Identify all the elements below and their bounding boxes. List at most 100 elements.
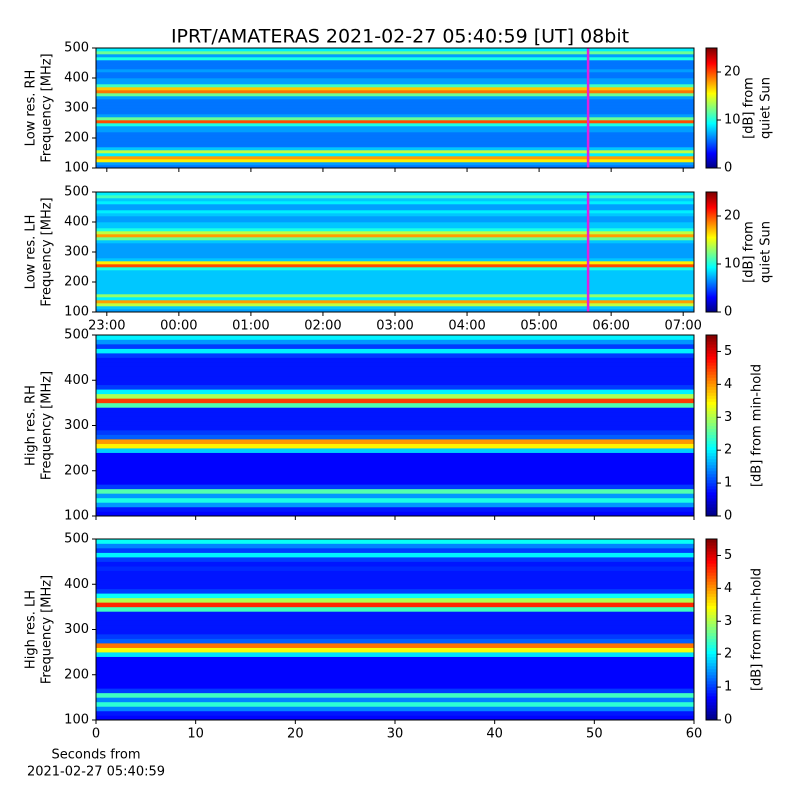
heatmap-cell bbox=[96, 204, 694, 208]
heatmap-cell bbox=[96, 470, 694, 476]
heatmap-cell bbox=[96, 629, 694, 635]
y-tick-label: 100 bbox=[64, 161, 89, 176]
heatmap-cell bbox=[96, 147, 694, 151]
colorbar-tick-label: 4 bbox=[724, 581, 732, 596]
colorbar-tick-label: 0 bbox=[724, 713, 732, 728]
colorbar-segment bbox=[706, 443, 717, 448]
heatmap-cell bbox=[96, 54, 694, 58]
heatmap-cell bbox=[96, 303, 694, 307]
colorbar-segment bbox=[706, 262, 717, 265]
colorbar-segment bbox=[706, 208, 717, 211]
colorbar-segment bbox=[706, 194, 717, 197]
colorbar-segment bbox=[706, 146, 717, 149]
colorbar-segment bbox=[706, 152, 717, 155]
colorbar-segment bbox=[706, 158, 717, 161]
colorbar-segment bbox=[706, 256, 717, 259]
heatmap-cell bbox=[96, 270, 694, 274]
colorbar-segment bbox=[706, 512, 717, 517]
heatmap-cell bbox=[96, 279, 694, 283]
colorbar-segment bbox=[706, 713, 717, 718]
colorbar-label: [dB] from bbox=[742, 77, 757, 139]
y-axis-label: Low res. LH bbox=[24, 215, 39, 290]
colorbar-segment bbox=[706, 404, 717, 408]
x-tick-label: 23:00 bbox=[88, 319, 125, 334]
heatmap-cell bbox=[96, 291, 694, 295]
colorbar-segment bbox=[706, 629, 717, 634]
heatmap-cell bbox=[96, 602, 694, 608]
heatmap-cell bbox=[96, 484, 694, 490]
colorbar-segment bbox=[706, 479, 717, 484]
heatmap-cell bbox=[96, 195, 694, 199]
colorbar-segment bbox=[706, 254, 717, 257]
colorbar-segment bbox=[706, 467, 717, 472]
colorbar-segment bbox=[706, 380, 717, 384]
y-axis-label: Frequency [MHz] bbox=[40, 53, 55, 162]
x-tick-label: 50 bbox=[586, 727, 603, 742]
heatmap-cell bbox=[96, 434, 694, 440]
y-tick-label: 400 bbox=[64, 71, 89, 86]
colorbar-segment bbox=[706, 246, 717, 249]
heatmap-cell bbox=[96, 366, 694, 372]
heatmap-cell bbox=[96, 99, 694, 103]
colorbar-segment bbox=[706, 288, 717, 291]
colorbar-segment bbox=[706, 196, 717, 199]
colorbar-segment bbox=[706, 440, 717, 445]
colorbar-label: [dB] from min-hold bbox=[750, 568, 765, 691]
colorbar-segment bbox=[706, 395, 717, 399]
heatmap-cell bbox=[96, 138, 694, 142]
colorbar-tick-label: 20 bbox=[724, 209, 741, 224]
heatmap-cell bbox=[96, 90, 694, 94]
colorbar-segment bbox=[706, 707, 717, 712]
colorbar-segment bbox=[706, 662, 717, 667]
colorbar-segment bbox=[706, 216, 717, 219]
colorbar-segment bbox=[706, 106, 717, 109]
colorbar-segment bbox=[706, 470, 717, 475]
y-tick-label: 200 bbox=[64, 667, 89, 682]
x-tick-label: 30 bbox=[387, 727, 404, 742]
heatmap-cell bbox=[96, 51, 694, 55]
colorbar-segment bbox=[706, 74, 717, 77]
colorbar-segment bbox=[706, 341, 717, 345]
y-tick-label: 200 bbox=[64, 131, 89, 146]
colorbar-segment bbox=[706, 164, 717, 167]
colorbar-tick-label: 0 bbox=[724, 509, 732, 524]
colorbar-segment bbox=[706, 202, 717, 205]
colorbar-segment bbox=[706, 80, 717, 83]
colorbar-segment bbox=[706, 350, 717, 354]
colorbar-segment bbox=[706, 563, 717, 567]
heatmap-cell bbox=[96, 384, 694, 390]
y-tick-label: 300 bbox=[64, 622, 89, 637]
colorbar-segment bbox=[706, 413, 717, 417]
heatmap-cell bbox=[96, 234, 694, 238]
heatmap-cell bbox=[96, 539, 694, 544]
heatmap-cell bbox=[96, 285, 694, 289]
heatmap-cell bbox=[96, 452, 694, 458]
heatmap-cell bbox=[96, 407, 694, 413]
colorbar-segment bbox=[706, 419, 717, 423]
colorbar-segment bbox=[706, 347, 717, 351]
colorbar-segment bbox=[706, 374, 717, 378]
colorbar-segment bbox=[706, 689, 717, 694]
colorbar-segment bbox=[706, 485, 717, 490]
heatmap-cell bbox=[96, 267, 694, 271]
heatmap-cell bbox=[96, 389, 694, 395]
heatmap-cell bbox=[96, 357, 694, 363]
x-tick-label: 20 bbox=[287, 727, 304, 742]
y-tick-label: 100 bbox=[64, 509, 89, 524]
colorbar-segment bbox=[706, 344, 717, 348]
colorbar-segment bbox=[706, 250, 717, 253]
heatmap-cell bbox=[96, 620, 694, 626]
y-tick-label: 200 bbox=[64, 463, 89, 478]
colorbar-segment bbox=[706, 238, 717, 241]
colorbar-segment bbox=[706, 142, 717, 145]
heatmap-cell bbox=[96, 222, 694, 226]
colorbar-frame bbox=[705, 334, 718, 517]
heatmap-cell bbox=[96, 207, 694, 211]
colorbar-segment bbox=[706, 222, 717, 225]
heatmap-cell bbox=[96, 144, 694, 148]
colorbar-segment bbox=[706, 252, 717, 255]
x-tick-label: 03:00 bbox=[376, 319, 413, 334]
colorbar-segment bbox=[706, 224, 717, 227]
colorbar-segment bbox=[706, 294, 717, 297]
colorbar-segment bbox=[706, 160, 717, 163]
